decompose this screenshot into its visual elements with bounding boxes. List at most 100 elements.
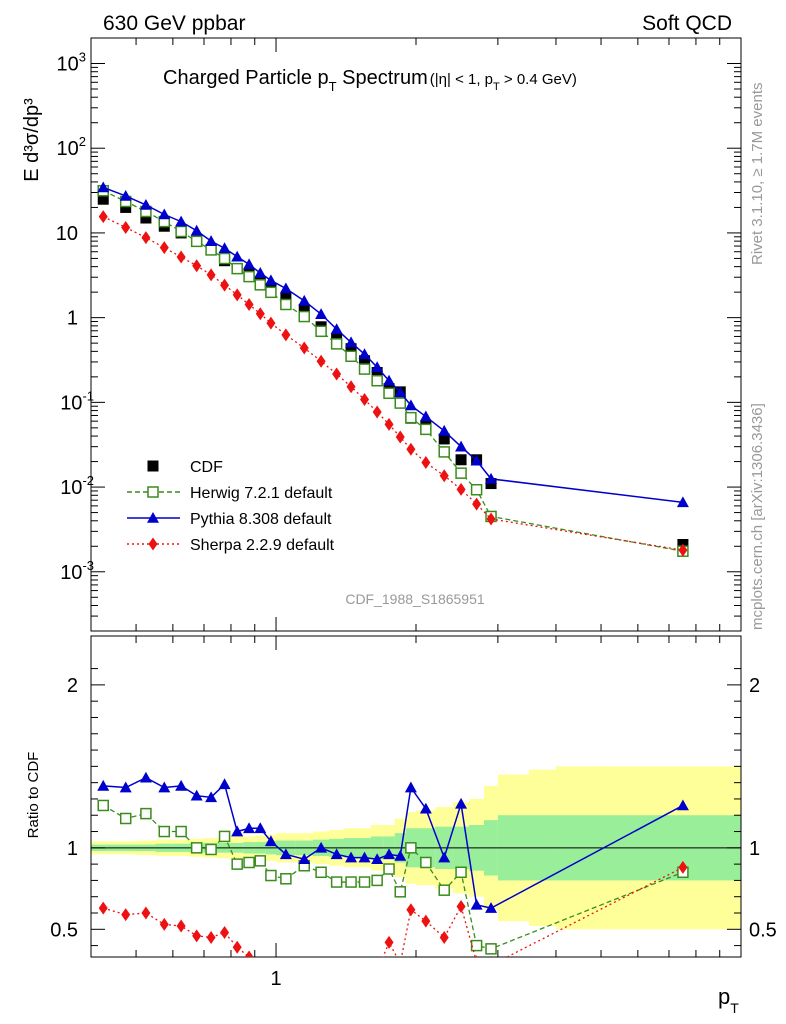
main-point-pythia-8-308-default: [438, 424, 451, 436]
main-line-sherpa-2-2-9-default: [102, 215, 684, 551]
main-point-herwig-7-2-1-default: [405, 411, 417, 424]
legend: CDF Herwig 7.2.1 default Pythia 8.308 defa…: [127, 459, 335, 554]
ratio-y-tick-label: 2: [749, 675, 760, 697]
main-point-sherpa-2-2-9-default: [244, 297, 254, 311]
main-point-pythia-8-308-default: [315, 308, 328, 319]
ratio-point-sherpa-2-2-9-default: [384, 935, 394, 949]
main-point-cdf: [120, 201, 132, 213]
main-point-herwig-7-2-1-default: [254, 279, 267, 291]
main-point-sherpa-2-2-9-default: [299, 341, 309, 355]
ratio-point-pythia-8-308-default: [298, 853, 311, 865]
ratio-series-sherpa-2-2-9-default: [98, 860, 688, 983]
ratio-point-pythia-8-308-default: [119, 781, 132, 793]
main-point-pythia-8-308-default: [371, 361, 384, 373]
ratio-point-sherpa-2-2-9-default: [406, 903, 416, 917]
ratio-point-pythia-8-308-default: [243, 822, 256, 834]
ratio-point-pythia-8-308-default: [254, 822, 267, 834]
legend-label-pythia-8-308-default: Pythia 8.308 default: [190, 511, 332, 528]
ratio-point-pythia-8-308-default: [383, 848, 396, 860]
main-point-sherpa-2-2-9-default: [486, 512, 496, 526]
main-point-pythia-8-308-default: [264, 274, 277, 286]
ratio-point-herwig-7-2-1-default: [485, 943, 497, 955]
main-point-herwig-7-2-1-default: [231, 262, 243, 275]
ratio-point-pythia-8-308-default: [139, 771, 152, 783]
main-point-sherpa-2-2-9-default: [372, 405, 382, 419]
main-point-herwig-7-2-1-default: [383, 387, 395, 400]
main-point-sherpa-2-2-9-default: [332, 367, 342, 381]
main-series-cdf: [97, 193, 689, 550]
ratio-point-sherpa-2-2-9-default: [121, 908, 131, 922]
main-point-pythia-8-308-default: [231, 250, 244, 262]
main-point-herwig-7-2-1-default: [218, 252, 231, 265]
ratio-point-herwig-7-2-1-default: [438, 884, 450, 896]
ratio-point-sherpa-2-2-9-default: [244, 950, 254, 957]
main-point-cdf: [280, 292, 292, 304]
ratio-point-herwig-7-2-1-default: [455, 866, 467, 879]
ratio-point-sherpa-2-2-9-default: [332, 970, 341, 983]
ratio-y-tick-label: 1: [749, 838, 760, 860]
main-point-herwig-7-2-1-default: [315, 325, 327, 338]
ratio-point-sherpa-2-2-9-default: [487, 959, 496, 972]
main-point-sherpa-2-2-9-default: [176, 250, 186, 264]
main-point-pythia-8-308-default: [394, 386, 407, 397]
main-series-herwig-7-2-1-default: [97, 184, 689, 557]
ratio-point-herwig-7-2-1-default: [405, 842, 417, 854]
legend-label-cdf: CDF: [190, 459, 223, 476]
main-point-sherpa-2-2-9-default: [232, 288, 242, 302]
ratio-point-sherpa-2-2-9-default: [281, 964, 290, 977]
ratio-point-herwig-7-2-1-default: [280, 873, 292, 885]
ratio-point-herwig-7-2-1-default: [265, 869, 277, 882]
main-point-sherpa-2-2-9-default: [421, 456, 431, 470]
main-point-pythia-8-308-default: [243, 258, 256, 270]
ratio-point-pythia-8-308-default: [358, 851, 371, 863]
ratio-point-pythia-8-308-default: [330, 848, 343, 860]
ratio-point-pythia-8-308-default: [231, 825, 244, 837]
ratio-point-pythia-8-308-default: [218, 778, 231, 790]
ratio-series-herwig-7-2-1-default: [97, 799, 689, 955]
x-tick-label: 1: [270, 968, 281, 990]
ratio-point-sherpa-2-2-9-default: [456, 899, 466, 913]
ratio-point-pythia-8-308-default: [419, 802, 432, 814]
main-point-herwig-7-2-1-default: [470, 483, 483, 496]
rivet-version-label: Rivet 3.1.10, ≥ 1.7M events: [749, 83, 766, 266]
main-series-sherpa-2-2-9-default: [98, 210, 688, 557]
ratio-point-herwig-7-2-1-default: [345, 876, 357, 888]
main-point-herwig-7-2-1-default: [438, 446, 450, 458]
ratio-point-herwig-7-2-1-default: [175, 825, 187, 838]
x-axis-label: pT: [718, 984, 739, 1016]
ratio-point-pythia-8-308-default: [97, 779, 110, 791]
ratio-point-sherpa-2-2-9-default: [176, 919, 186, 933]
main-point-cdf: [359, 355, 371, 367]
ratio-y-tick-label: 0.5: [50, 919, 78, 941]
main-point-cdf: [455, 454, 467, 466]
ratio-point-sherpa-2-2-9-default: [206, 930, 216, 944]
ratio-point-herwig-7-2-1-default: [190, 842, 203, 854]
ratio-point-sherpa-2-2-9-default: [141, 906, 151, 920]
main-series-pythia-8-308-default: [97, 181, 689, 508]
main-point-pythia-8-308-default: [470, 454, 483, 466]
ratio-point-sherpa-2-2-9-default: [373, 965, 382, 978]
ratio-point-pythia-8-308-default: [438, 851, 451, 863]
main-point-pythia-8-308-default: [419, 410, 432, 422]
main-point-pythia-8-308-default: [190, 224, 203, 236]
main-point-pythia-8-308-default: [404, 399, 417, 411]
ratio-point-pythia-8-308-default: [175, 779, 188, 791]
main-plot-series: [97, 181, 689, 557]
main-point-sherpa-2-2-9-default: [192, 259, 202, 273]
main-point-sherpa-2-2-9-default: [395, 430, 405, 444]
ratio-point-herwig-7-2-1-default: [231, 858, 243, 870]
main-point-herwig-7-2-1-default: [358, 363, 371, 375]
main-point-herwig-7-2-1-default: [420, 423, 432, 436]
ratio-point-sherpa-2-2-9-default: [192, 929, 202, 943]
ratio-point-pythia-8-308-default: [205, 791, 218, 803]
main-point-pythia-8-308-default: [279, 282, 292, 294]
ratio-point-herwig-7-2-1-default: [315, 866, 327, 879]
main-point-herwig-7-2-1-default: [280, 298, 292, 311]
main-point-sherpa-2-2-9-default: [384, 417, 394, 431]
ratio-point-herwig-7-2-1-default: [140, 807, 152, 820]
legend-marker-sherpa-2-2-9-default: [148, 537, 158, 551]
ratio-point-pythia-8-308-default: [158, 781, 171, 793]
mcplots-label: mcplots.cern.ch [arXiv:1306.3436]: [749, 403, 766, 630]
ratio-point-sherpa-2-2-9-default: [220, 926, 230, 940]
main-point-herwig-7-2-1-default: [345, 350, 357, 363]
